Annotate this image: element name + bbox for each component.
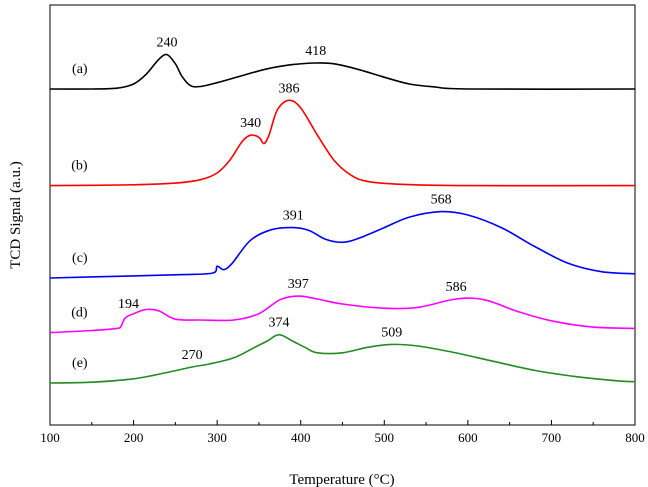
x-axis: 100 200 300 400 500 600 700 800 — [40, 420, 645, 445]
x-tick-label: 700 — [542, 430, 562, 445]
x-tick-label: 800 — [625, 430, 645, 445]
peak-label: 391 — [283, 209, 304, 224]
series-line-c — [49, 210, 636, 279]
series-label: (c) — [72, 251, 88, 266]
x-tick-label: 200 — [124, 430, 144, 445]
series-layer — [49, 53, 636, 384]
peak-label: 340 — [240, 116, 261, 131]
peak-label: 270 — [182, 348, 203, 363]
peak-label: 194 — [118, 297, 139, 312]
x-tick-label: 100 — [40, 430, 60, 445]
peak-label: 568 — [431, 193, 452, 208]
x-tick-label: 500 — [375, 430, 395, 445]
peak-label: 418 — [305, 44, 326, 59]
series-label: (a) — [72, 62, 88, 77]
label-layer: (a) 240 418 (b) 340 386 (c) 391 568 (d) 194 397 586 (… — [71, 36, 466, 371]
series-label: (d) — [71, 306, 88, 321]
peak-label: 397 — [288, 277, 309, 292]
peak-label: 240 — [157, 36, 178, 51]
x-tick-label: 400 — [291, 430, 311, 445]
x-tick-label: 300 — [207, 430, 227, 445]
series-line-e — [49, 333, 636, 384]
peak-label: 586 — [446, 280, 467, 295]
series-line-d — [49, 295, 636, 334]
x-tick-label: 600 — [458, 430, 478, 445]
x-axis-title: Temperature (°C) — [289, 472, 394, 487]
series-label: (b) — [71, 159, 88, 174]
peak-label: 386 — [279, 81, 300, 96]
series-label: (e) — [72, 356, 88, 371]
y-axis-title: TCD Signal (a.u.) — [8, 161, 24, 268]
plot-frame — [49, 4, 636, 426]
series-line-a — [49, 53, 636, 90]
series-line-b — [49, 99, 636, 187]
peak-label: 374 — [268, 316, 289, 331]
peak-label: 509 — [381, 325, 402, 340]
